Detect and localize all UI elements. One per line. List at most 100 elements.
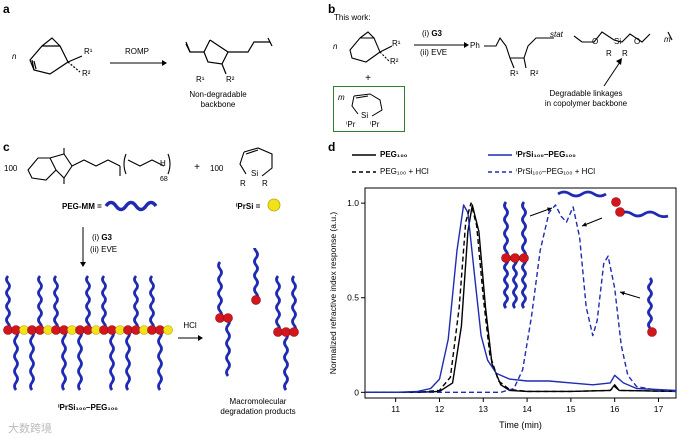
peg-side-chain xyxy=(149,275,155,331)
peg-unit xyxy=(107,325,117,335)
degradation-products xyxy=(215,248,299,391)
x-tick-label: 11 xyxy=(391,404,400,414)
copolymer-structure-b xyxy=(484,31,673,69)
panel-b-step1-g3: G3 xyxy=(431,29,442,38)
panel-b-step2: (ii) EVE xyxy=(420,48,448,57)
iprsi-unit xyxy=(91,325,101,335)
panel-a-letter: a xyxy=(3,2,10,16)
panel-a-poly-r1: R¹ xyxy=(196,75,205,84)
iprsi-unit xyxy=(67,325,77,335)
x-tick-label: 16 xyxy=(610,404,620,414)
panel-b-step1: (i) G3 xyxy=(422,30,442,38)
iprsi-label: ⁱPrSi = xyxy=(236,202,261,211)
plot-frame xyxy=(364,187,677,399)
product-chain xyxy=(291,275,297,333)
inset-unit xyxy=(615,207,625,217)
product-chain xyxy=(253,248,259,301)
panel-c-peg-index: 68 xyxy=(160,176,168,183)
panel-b-step1-prefix: (i) xyxy=(422,29,432,38)
inset-chain xyxy=(503,201,509,259)
peg-side-chain xyxy=(29,329,35,391)
panel-b-si: Si xyxy=(614,37,622,46)
romp-arrow xyxy=(110,60,167,66)
silyl-ether-monomer-box xyxy=(333,86,405,132)
peg-side-chain xyxy=(61,329,67,391)
panel-b-stat: stat xyxy=(550,30,563,39)
panel-c-step1-g3: G3 xyxy=(101,233,112,242)
series-line xyxy=(365,204,677,393)
panel-c-r-2: R xyxy=(262,179,268,188)
panel-c-h: H xyxy=(160,159,166,168)
panel-d-letter: d xyxy=(328,140,336,154)
panel-b-ipr-1: ⁱPr xyxy=(346,120,356,129)
iprsi-unit xyxy=(19,325,29,335)
panel-c-si: Si xyxy=(251,169,259,178)
panel-b-m: m xyxy=(338,93,345,102)
series-line xyxy=(365,202,677,393)
product-chain xyxy=(275,275,281,333)
legend-line-1 xyxy=(352,154,376,156)
product-unit xyxy=(223,313,233,323)
x-tick-label: 15 xyxy=(566,404,576,414)
panel-b-r-2: R xyxy=(622,49,628,58)
panel-b-poly-r2: R² xyxy=(530,69,539,78)
product-chain xyxy=(283,331,289,391)
iprsi-unit xyxy=(139,325,149,335)
norbornene-structure-a xyxy=(29,37,83,75)
panel-b-si-box: Si xyxy=(361,111,369,120)
peg-unit xyxy=(3,325,13,335)
peg-macromonomer-structure xyxy=(27,148,171,184)
inset-chain xyxy=(647,277,653,329)
panel-a-caption-2: backbone xyxy=(200,100,236,109)
inset-unit xyxy=(611,197,621,207)
iprsi-unit xyxy=(163,325,173,335)
peg-side-chain xyxy=(13,329,19,391)
peg-unit xyxy=(35,325,45,335)
panel-b-intro: This work: xyxy=(334,13,371,22)
panel-b-arrow xyxy=(414,42,469,48)
y-tick-label: 1.0 xyxy=(347,198,359,208)
panel-b-caption-2: in copolymer backbone xyxy=(544,99,628,108)
inset-chain xyxy=(521,201,527,259)
peg-side-chain xyxy=(109,329,115,391)
legend-label-3: PEG₁₀₀ + HCl xyxy=(380,167,429,176)
peg-side-chain xyxy=(37,275,43,331)
panel-a-r2: R² xyxy=(82,69,91,78)
iprsi-unit xyxy=(43,325,53,335)
callout-arrow-head xyxy=(582,222,587,227)
peg-unit xyxy=(59,325,69,335)
x-tick-label: 12 xyxy=(435,404,445,414)
watermark: 大数跨境 xyxy=(8,423,52,435)
panel-b-r2: R² xyxy=(390,57,399,66)
x-tick-label: 14 xyxy=(522,404,532,414)
peg-unit xyxy=(99,325,109,335)
peg-side-chain xyxy=(5,275,11,331)
inset-unit xyxy=(510,253,520,263)
romp-label: ROMP xyxy=(125,47,149,56)
panel-b-end-m: m xyxy=(664,35,671,44)
inset-chain xyxy=(503,257,509,309)
peg-side-chain xyxy=(133,275,139,331)
peg-unit xyxy=(123,325,133,335)
peg-side-chain xyxy=(53,275,59,331)
panel-b-r1: R¹ xyxy=(392,39,401,48)
panel-a-r1: R¹ xyxy=(84,47,93,56)
peg-unit xyxy=(51,325,61,335)
inset-unit xyxy=(647,327,657,337)
products-caption-1: Macromolecular xyxy=(229,397,287,406)
series-line xyxy=(365,204,677,393)
polymer-backbone-a xyxy=(185,37,273,75)
panel-b-ipr-2: ⁱPr xyxy=(370,120,380,129)
legend-label-4: ⁱPrSi₁₀₀–PEG₁₀₀ + HCl xyxy=(516,167,596,176)
peg-unit xyxy=(11,325,21,335)
panel-b-plus: + xyxy=(365,73,371,84)
y-tick-label: 0.5 xyxy=(347,293,359,303)
panel-b-o-1: O xyxy=(592,37,599,46)
panel-b-poly-r1: R¹ xyxy=(510,69,519,78)
panel-b-callout-arrow xyxy=(603,58,622,87)
x-tick-label: 13 xyxy=(479,404,489,414)
peg-unit xyxy=(155,325,165,335)
product-unit xyxy=(281,327,291,337)
panel-b-n: n xyxy=(333,42,338,51)
peg-mm-cartoon xyxy=(104,200,158,212)
